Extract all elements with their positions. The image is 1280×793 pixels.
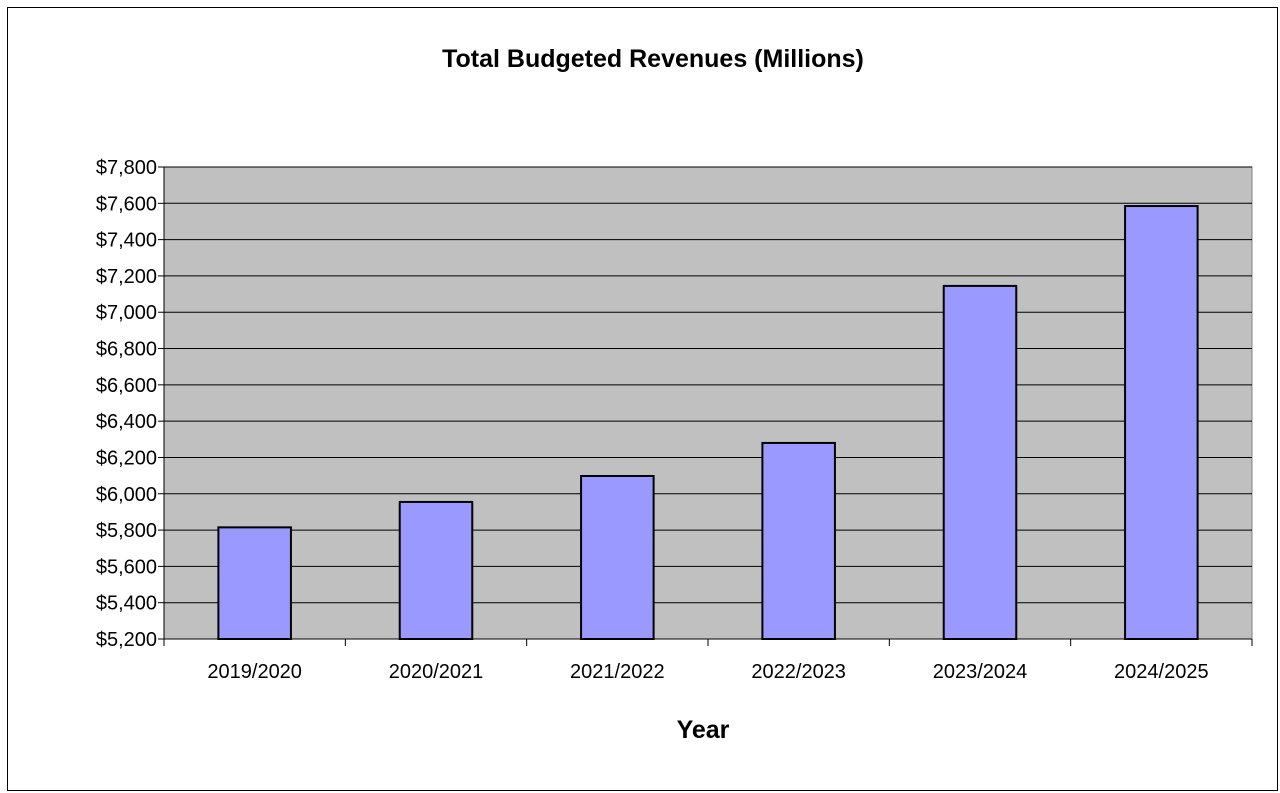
- y-tick-label: $7,200: [96, 266, 157, 288]
- y-tick-label: $6,200: [96, 447, 157, 469]
- y-tick-label: $5,800: [96, 520, 157, 542]
- y-tick-label: $6,800: [96, 339, 157, 361]
- y-tick-label: $7,400: [96, 230, 157, 252]
- x-axis-ticks: 2019/2020 2020/2021 2021/2022 2022/2023 2023…: [207, 661, 1208, 683]
- x-tick-label: 2024/2025: [1114, 661, 1209, 683]
- y-axis-ticks: $5,200 $5,400 $5,600 $5,800 $6,000 $6,200 $6,4…: [96, 157, 157, 651]
- y-tick-label: $6,000: [96, 484, 157, 506]
- y-tick-label: $6,600: [96, 375, 157, 397]
- bar: [217, 526, 292, 640]
- y-tick-label: $6,400: [96, 411, 157, 433]
- bar: [1124, 205, 1199, 640]
- x-tick-label: 2022/2023: [751, 661, 846, 683]
- y-tick-label: $7,000: [96, 302, 157, 324]
- gridlines: [164, 166, 1252, 604]
- x-tick-label: 2020/2021: [389, 661, 484, 683]
- y-tick-label: $5,600: [96, 556, 157, 578]
- x-axis-label: Year: [677, 716, 730, 744]
- bar: [942, 284, 1018, 640]
- y-tick-label: $7,600: [96, 193, 157, 215]
- chart-title: Total Budgeted Revenues (Millions): [442, 45, 864, 73]
- x-tick-label: 2019/2020: [207, 661, 302, 683]
- axes: [158, 166, 1253, 646]
- bar: [398, 500, 474, 641]
- y-tick-label: $5,400: [96, 593, 157, 615]
- y-tick-label: $5,200: [96, 629, 157, 651]
- plot-area: [163, 166, 1253, 640]
- y-tick-label: $7,800: [96, 157, 157, 179]
- x-tick-label: 2021/2022: [570, 661, 665, 683]
- bar: [761, 441, 836, 641]
- x-tick-label: 2023/2024: [933, 661, 1028, 683]
- bar: [580, 474, 655, 640]
